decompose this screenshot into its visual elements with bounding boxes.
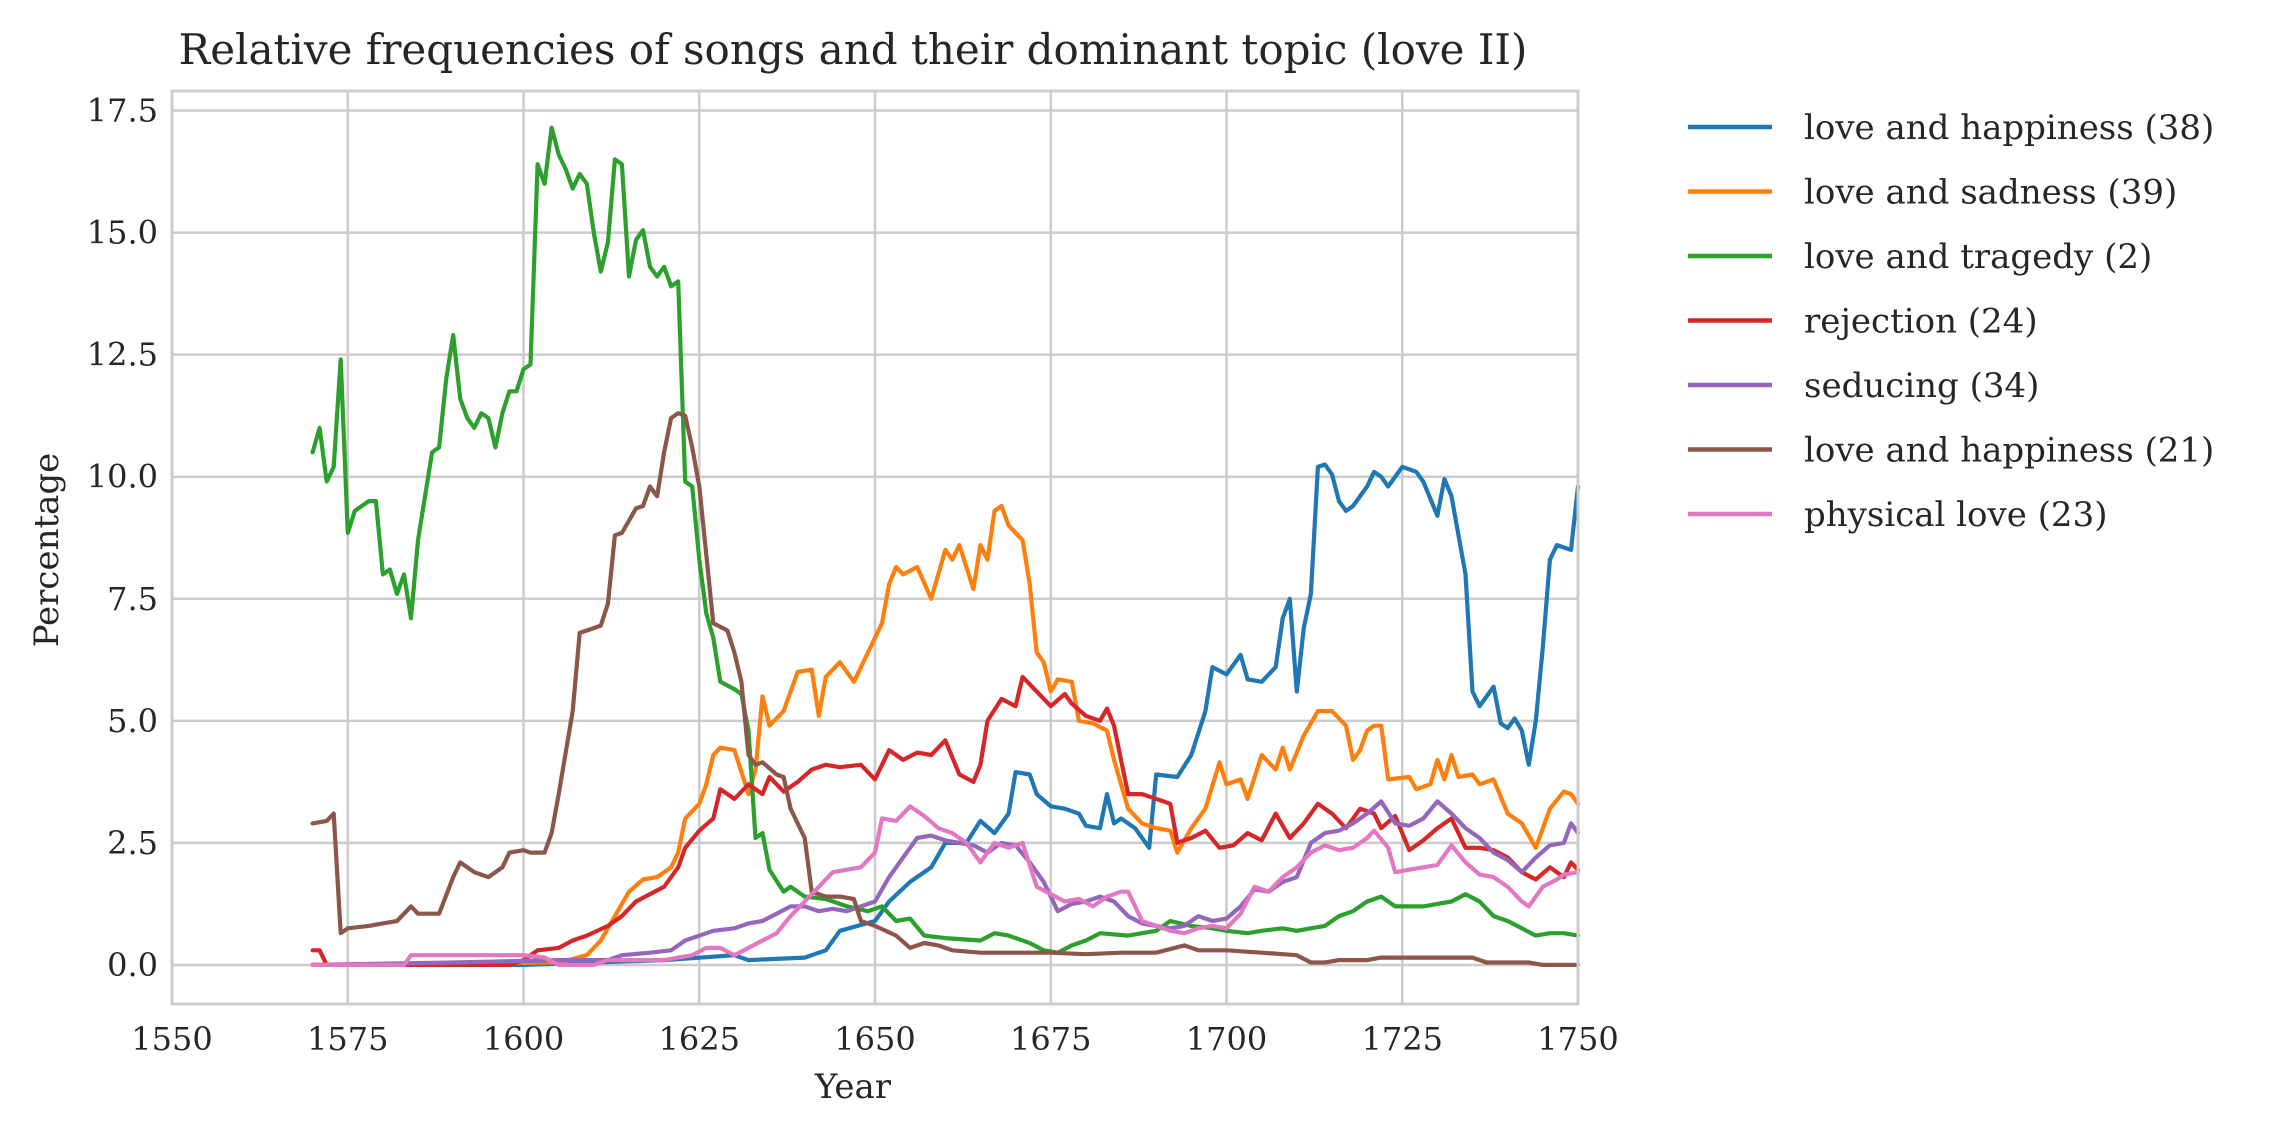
legend-label: seducing (34) xyxy=(1804,366,2039,406)
series-lines xyxy=(310,125,1581,967)
chart-title: Relative frequencies of songs and their … xyxy=(179,25,1528,74)
legend-label: love and happiness (38) xyxy=(1804,108,2214,148)
x-tick-label: 1750 xyxy=(1537,1020,1618,1058)
x-tick-label: 1650 xyxy=(834,1020,915,1058)
x-tick-label: 1600 xyxy=(483,1020,564,1058)
legend-label: physical love (23) xyxy=(1804,495,2107,535)
grid-lines xyxy=(170,91,1580,1004)
legend: love and happiness (38) love and sadness … xyxy=(1688,108,2214,535)
y-tick-labels: 0.0 2.5 5.0 7.5 10.0 12.5 15.0 17.5 xyxy=(87,92,158,984)
series-line-4 xyxy=(310,799,1581,967)
legend-label: love and tragedy (2) xyxy=(1804,237,2152,277)
x-tick-label: 1550 xyxy=(131,1020,212,1058)
y-tick-label: 17.5 xyxy=(87,92,158,130)
y-tick-label: 2.5 xyxy=(107,824,158,862)
y-tick-label: 5.0 xyxy=(107,702,158,740)
y-tick-label: 15.0 xyxy=(87,214,158,252)
x-tick-label: 1625 xyxy=(659,1020,740,1058)
x-tick-label: 1575 xyxy=(307,1020,388,1058)
plot-frame xyxy=(170,89,1580,1006)
legend-label: love and happiness (21) xyxy=(1804,431,2214,471)
x-tick-label: 1700 xyxy=(1186,1020,1267,1058)
y-tick-label: 0.0 xyxy=(107,946,158,984)
y-tick-label: 12.5 xyxy=(87,336,158,374)
series-line-3 xyxy=(310,674,1581,967)
y-axis-label: Percentage xyxy=(27,453,67,648)
y-tick-label: 10.0 xyxy=(87,458,158,496)
series-line-1 xyxy=(310,503,1581,967)
series-line-6 xyxy=(310,804,1581,967)
series-line-5 xyxy=(310,411,1581,967)
x-axis-label: Year xyxy=(814,1067,892,1107)
series-line-0 xyxy=(310,462,1581,967)
y-tick-label: 7.5 xyxy=(107,580,158,618)
legend-label: love and sadness (39) xyxy=(1804,173,2177,213)
series-line-2 xyxy=(310,125,1581,955)
x-tick-label: 1725 xyxy=(1362,1020,1443,1058)
legend-label: rejection (24) xyxy=(1804,302,2038,342)
x-tick-labels: 1550 1575 1600 1625 1650 1675 1700 1725 1750 xyxy=(131,1020,1618,1058)
x-tick-label: 1675 xyxy=(1010,1020,1091,1058)
